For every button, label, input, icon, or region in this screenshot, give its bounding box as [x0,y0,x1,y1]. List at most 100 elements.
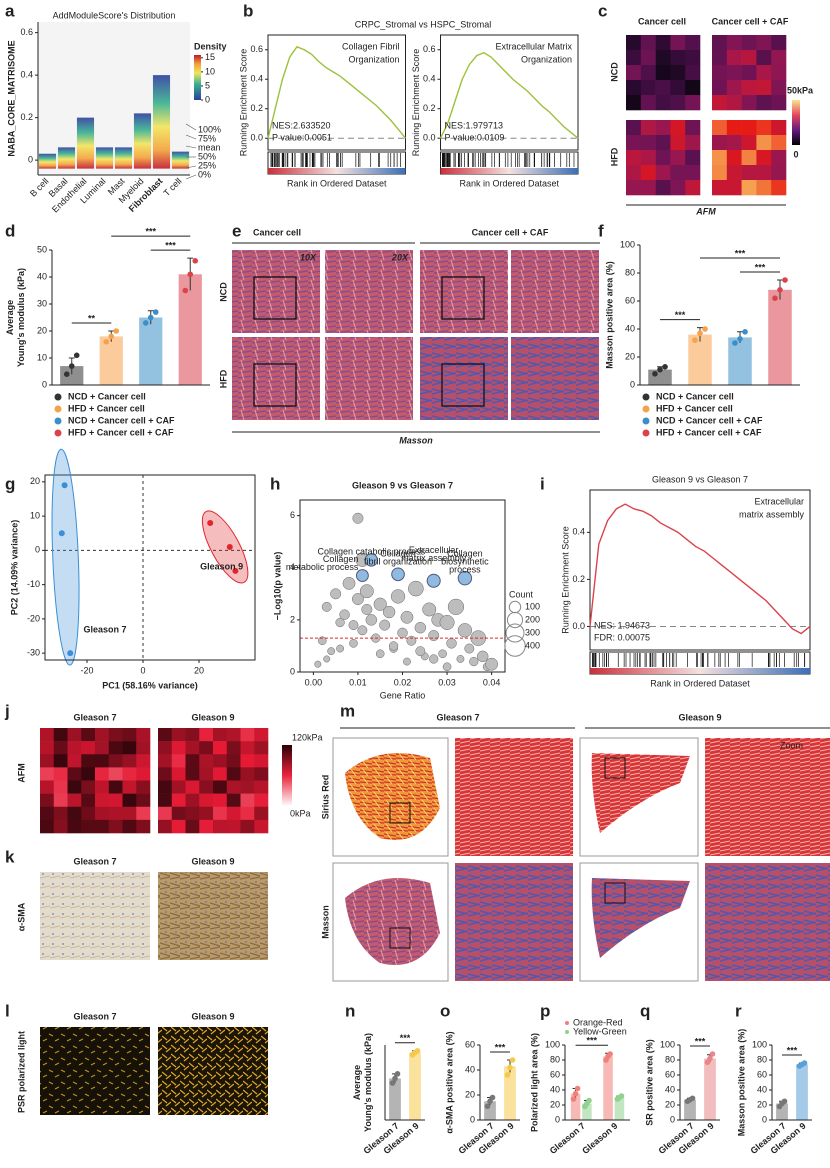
tissue [345,753,440,840]
y-axis-title: −Log10(p value) [272,552,282,621]
data-point [438,649,447,659]
heatmap-cell [108,767,123,781]
data-point [361,603,373,615]
column-label: Gleason 9 [191,856,234,866]
column-label: Gleason 7 [436,712,479,722]
y-tick-label: 0.6 [250,44,263,54]
heatmap-cell [741,180,757,196]
density-band [133,113,152,169]
legend-marker [54,405,62,413]
panel-letter: o [440,1001,450,1020]
gene-set-name: Organization [521,54,572,64]
term-point [426,573,441,588]
data-point [330,588,342,600]
sig-label: *** [675,310,686,320]
y-tick-label: -30 [27,648,40,658]
y-axis-title-line: Masson positive area (%) [736,1029,746,1137]
density-band [38,153,57,169]
data-point [422,602,437,617]
heatmap-cell [670,35,686,51]
x-tick-label: B cell [28,176,51,199]
heatmap-cell [626,95,642,111]
heatmap-cell [670,50,686,66]
colorbar-label: 15 [205,52,215,62]
data-point [507,1064,513,1071]
heatmap-cell [626,80,642,96]
size-legend-title: Count [509,589,534,599]
panel-letter: h [270,474,280,493]
chart-title: Gleason 9 vs Gleason 7 [652,474,748,484]
data-point [394,1071,401,1077]
bar [688,334,712,385]
sig-label: *** [695,1036,706,1046]
data-point [781,1098,788,1105]
heatmap-cell [171,767,186,781]
data-point [182,287,189,294]
y-tick-label: 40 [465,1064,475,1074]
y-axis-title: Running Enrichment Score [411,49,421,157]
enrichment-curve [439,51,579,139]
term-point [364,553,378,567]
y-tick-label: 40 [625,323,635,333]
panel-letter: a [5,1,15,20]
data-point [192,258,199,264]
heatmap-cell [741,50,757,66]
chart-title: Gleason 9 vs Gleason 7 [352,480,453,490]
heatmap-cell [712,120,728,136]
heatmap-cell [626,150,642,166]
heatmap-cell [254,741,269,755]
y-tick-label: 40 [550,1084,560,1094]
data-point [415,646,426,657]
column-label: Gleason 7 [73,1011,116,1021]
heatmap-cell [670,120,686,136]
heatmap-cell [741,150,757,166]
heatmap-cell [158,728,173,742]
data-point [732,340,738,346]
data-point [439,614,455,630]
data-point [147,314,154,321]
data-point [113,328,120,334]
y-tick-label: 0 [290,666,295,676]
data-point [142,320,149,326]
heatmap-cell [685,35,701,51]
heatmap-cell [655,35,671,51]
y-axis-title-line: Young's modulus (kPa) [16,268,26,367]
x-tick-label: 0.04 [483,677,501,687]
heatmap-cell [53,741,68,755]
heatmap-cell [640,50,656,66]
row-label-group: PSR polarized light [16,1031,26,1113]
y-tick-label: 20 [30,476,40,486]
bar [704,1058,716,1120]
data-point [187,271,194,278]
y-tick-label: 20 [550,1099,560,1109]
heatmap-cell [771,80,787,96]
y-tick-label: 0 [630,379,635,389]
heatmap-cell [95,806,110,821]
data-point [336,644,345,653]
heatmap-cell [199,819,214,834]
heatmap-cell [199,754,214,768]
heatmap-cell [199,741,214,755]
heatmap-cell [158,780,173,794]
panel-letter: d [5,221,15,240]
heatmap-cell [771,135,787,151]
y-tick-label: 20 [625,351,635,361]
colorbar-label: 0 [205,94,210,104]
heatmap-cell [226,806,241,821]
heatmap-cell [53,793,68,808]
y-axis-title: PC2 (14.09% variance) [9,520,19,616]
legend-marker [642,405,650,413]
heatmap-cell [53,728,68,742]
y-tick-label: 100 [620,239,635,249]
data-point [317,636,327,646]
term-label: Collagen [323,554,359,564]
heatmap-cell [640,65,656,81]
data-point [335,617,345,628]
heatmap-cell [685,120,701,136]
legend-marker [565,1021,569,1025]
zoom-box [253,276,297,320]
legend-label: Orange-Red [573,1017,623,1027]
data-point [108,333,115,340]
heatmap-cell [254,780,269,794]
heatmap-cell [741,135,757,151]
